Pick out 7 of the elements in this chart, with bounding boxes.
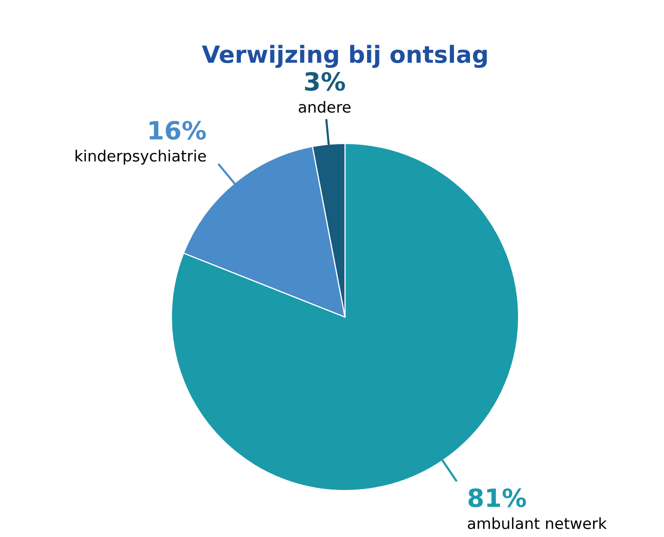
data-label: 3% (305, 72, 346, 91)
data-label: 81% (468, 488, 526, 508)
data-label: 16% (150, 120, 206, 140)
slice-label: ambulant netwerk (468, 517, 607, 530)
slice-label: kinderpsychiatrie (76, 150, 206, 165)
slice-label: andere (298, 100, 351, 113)
chart-title: Verwijzing bij ontslag (202, 44, 487, 68)
